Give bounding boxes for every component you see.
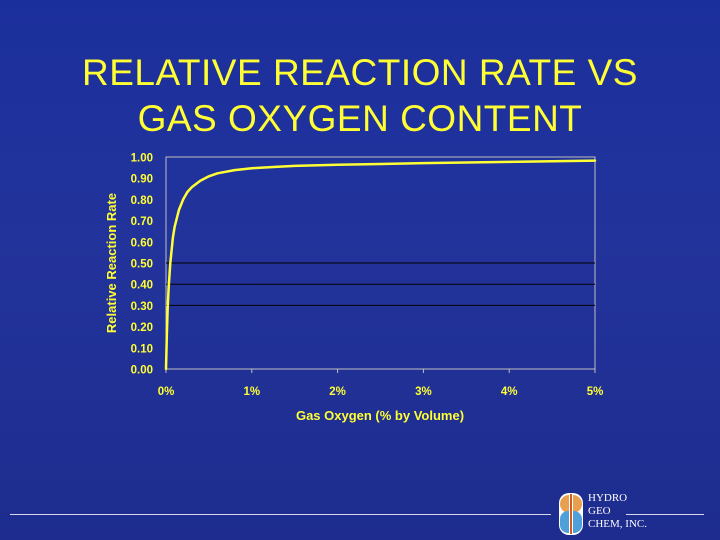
x-tick-label: 4% xyxy=(501,386,518,398)
footer-line-right xyxy=(626,514,704,515)
y-tick-label: 0.20 xyxy=(131,322,153,334)
x-axis-label: Gas Oxygen (% by Volume) xyxy=(296,408,464,423)
company-logo-icon xyxy=(559,493,583,535)
slide-title: RELATIVE REACTION RATE VS GAS OXYGEN CON… xyxy=(0,50,720,142)
footer-line-left xyxy=(10,514,551,515)
company-line-1: HYDRO xyxy=(588,492,628,504)
y-axis-ticks: 0.00 0.10 0.20 0.30 0.40 0.50 0.60 0.70 0.80 0.90… xyxy=(131,153,153,377)
y-axis-label: Relative Reaction Rate xyxy=(104,193,119,333)
y-tick-label: 0.70 xyxy=(131,216,153,228)
y-tick-label: 1.00 xyxy=(131,153,153,165)
gridlines xyxy=(166,262,595,306)
x-tick-label: 0% xyxy=(158,386,175,398)
company-name: HYDRO GEO CHEM, INC. xyxy=(588,492,647,531)
x-tick-label: 5% xyxy=(587,386,604,398)
y-tick-label: 0.90 xyxy=(131,174,153,186)
y-tick-label: 0.50 xyxy=(131,259,153,271)
y-tick-label: 0.40 xyxy=(131,280,153,292)
y-tick-label: 0.00 xyxy=(131,365,153,377)
y-tick-label: 0.10 xyxy=(131,343,153,355)
y-tick-label: 0.60 xyxy=(131,237,153,249)
x-tick-label: 1% xyxy=(243,386,260,398)
y-tick-label: 0.80 xyxy=(131,195,153,207)
title-line-1: RELATIVE REACTION RATE VS xyxy=(82,52,638,93)
series-line-reaction-rate xyxy=(164,159,597,371)
company-line-3: CHEM, INC. xyxy=(588,518,647,530)
x-tick-label: 3% xyxy=(415,386,432,398)
company-line-2: GEO xyxy=(588,505,611,517)
y-tick-label: 0.30 xyxy=(131,301,153,313)
title-line-2: GAS OXYGEN CONTENT xyxy=(137,98,583,139)
x-tick-label: 2% xyxy=(329,386,346,398)
x-axis-ticks: 0% 1% 2% 3% 4% 5% xyxy=(158,369,604,398)
